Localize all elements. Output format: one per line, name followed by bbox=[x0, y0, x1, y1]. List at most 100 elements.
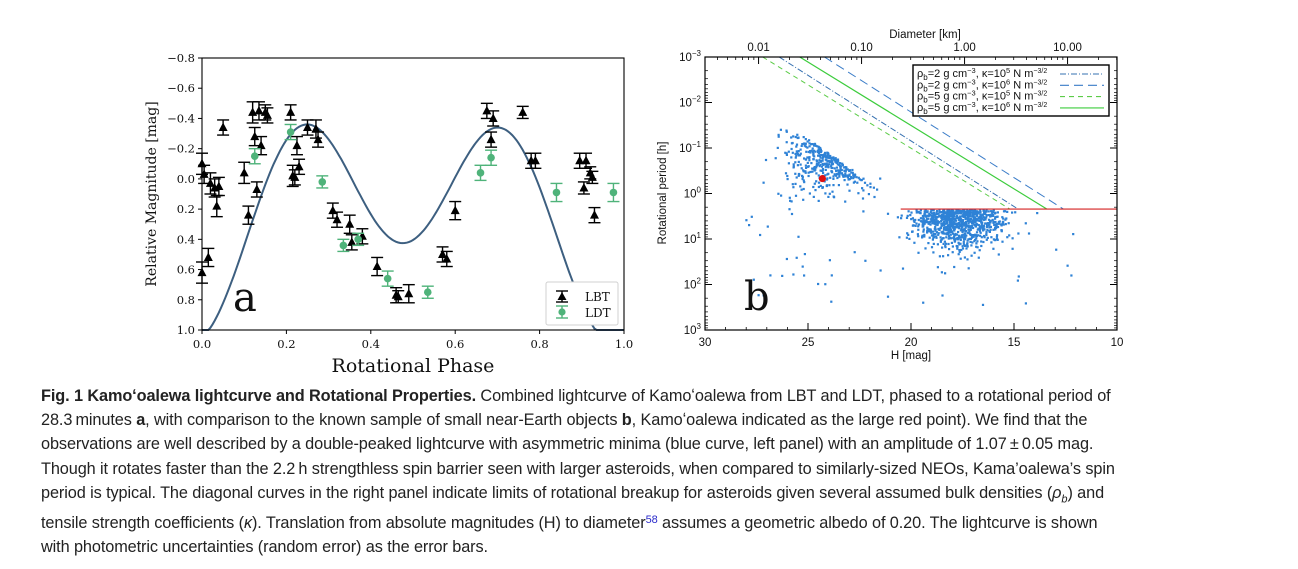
neo-point bbox=[978, 228, 982, 231]
neo-point bbox=[811, 170, 814, 173]
neo-point bbox=[938, 214, 941, 218]
neo-point bbox=[832, 156, 835, 159]
neo-point bbox=[987, 218, 991, 221]
neo-point bbox=[950, 241, 953, 244]
neo-point bbox=[777, 192, 780, 195]
neo-point bbox=[800, 144, 803, 147]
neo-point bbox=[935, 213, 938, 216]
neo-point bbox=[961, 247, 965, 250]
neo-point bbox=[963, 232, 967, 235]
neo-point bbox=[938, 255, 941, 258]
neo-point bbox=[959, 209, 962, 213]
neo-point bbox=[810, 162, 813, 165]
neo-point bbox=[827, 153, 830, 156]
neo-point bbox=[911, 230, 914, 233]
neo-point bbox=[923, 212, 926, 215]
lbt-point bbox=[217, 119, 230, 136]
neo-point bbox=[937, 233, 940, 236]
neo-point bbox=[972, 209, 975, 212]
neo-point bbox=[940, 220, 943, 223]
neo-point bbox=[945, 228, 948, 231]
caption-line-7: with photometric uncertainties (random e… bbox=[41, 538, 488, 557]
neo-point bbox=[841, 164, 844, 167]
neo-point bbox=[948, 223, 951, 226]
neo-point bbox=[833, 158, 836, 161]
neo-point bbox=[851, 171, 854, 174]
neo-point bbox=[849, 176, 853, 179]
breakup-limit-line bbox=[762, 56, 1011, 210]
neo-point bbox=[814, 144, 817, 147]
circle-marker bbox=[354, 235, 362, 244]
neo-point bbox=[815, 180, 818, 183]
neo-point bbox=[942, 221, 946, 224]
neo-point bbox=[846, 168, 849, 171]
y-tick-label: −0.4 bbox=[167, 111, 195, 125]
neo-point bbox=[952, 236, 955, 240]
neo-point bbox=[942, 216, 945, 219]
neo-point bbox=[844, 172, 847, 175]
neo-point bbox=[802, 136, 805, 139]
lbt-point bbox=[586, 170, 599, 185]
neo-point bbox=[957, 230, 960, 234]
legend-ldt-label: LDT bbox=[585, 306, 611, 320]
neo-point bbox=[901, 267, 905, 270]
neo-point bbox=[963, 224, 966, 227]
neo-point bbox=[976, 240, 979, 243]
neo-point bbox=[917, 223, 921, 226]
neo-point bbox=[933, 213, 936, 216]
neo-point bbox=[967, 212, 970, 215]
x-tick-label: 0.6 bbox=[446, 337, 464, 351]
neo-point bbox=[801, 265, 804, 268]
neo-point bbox=[980, 220, 983, 224]
neo-point bbox=[985, 233, 988, 236]
neo-point bbox=[794, 182, 797, 185]
neo-point bbox=[796, 153, 799, 156]
neo-point bbox=[932, 242, 935, 245]
neo-point bbox=[817, 181, 821, 184]
neo-point bbox=[823, 152, 826, 156]
neo-point bbox=[967, 267, 970, 270]
neo-point bbox=[969, 228, 972, 231]
neo-point bbox=[792, 165, 795, 168]
caption-text: period is typical. The diagonal curves i… bbox=[41, 483, 1053, 502]
neo-point bbox=[748, 224, 751, 227]
neo-point bbox=[800, 188, 803, 191]
neo-point bbox=[824, 165, 827, 168]
neo-point bbox=[848, 189, 851, 192]
neo-point bbox=[941, 246, 944, 249]
neo-point bbox=[1017, 275, 1020, 278]
neo-point bbox=[925, 218, 928, 222]
neo-point bbox=[1008, 234, 1011, 237]
neo-point bbox=[930, 246, 934, 249]
neo-point bbox=[810, 143, 813, 146]
ldt-point bbox=[474, 164, 487, 182]
neo-point bbox=[968, 237, 972, 240]
neo-point bbox=[947, 214, 950, 218]
neo-point bbox=[959, 219, 962, 223]
neo-point bbox=[921, 235, 924, 238]
triangle-marker bbox=[292, 140, 302, 150]
triangle-marker bbox=[372, 261, 382, 271]
neo-point bbox=[948, 214, 951, 217]
neo-point bbox=[992, 238, 995, 241]
neo-point bbox=[830, 170, 833, 173]
neo-point bbox=[802, 198, 805, 201]
circle-marker bbox=[286, 128, 295, 136]
neo-point bbox=[818, 154, 821, 157]
neo-point bbox=[937, 232, 940, 235]
neo-point bbox=[829, 154, 832, 158]
neo-point bbox=[996, 238, 999, 241]
neo-point bbox=[831, 163, 834, 166]
neo-point bbox=[913, 220, 916, 223]
neo-point bbox=[819, 169, 822, 172]
neo-point bbox=[864, 259, 867, 262]
caption-text: tensile strength coefficients ( bbox=[41, 514, 244, 533]
neo-point bbox=[991, 210, 994, 213]
reference-link-58[interactable]: 58 bbox=[645, 514, 658, 527]
neo-point bbox=[1004, 223, 1007, 226]
neo-point bbox=[973, 224, 976, 227]
panel-a-label: a bbox=[233, 275, 257, 321]
neo-point bbox=[944, 242, 948, 245]
neo-point bbox=[981, 224, 984, 227]
panel-b-ylabel: Rotational period [h] bbox=[657, 142, 669, 245]
